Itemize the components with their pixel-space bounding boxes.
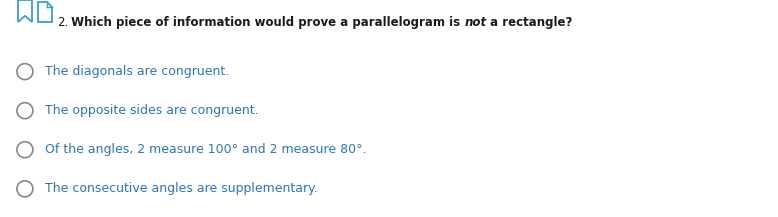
Text: not: not <box>464 16 486 29</box>
Text: The diagonals are congruent.: The diagonals are congruent. <box>45 65 230 78</box>
Text: a rectangle?: a rectangle? <box>486 16 573 29</box>
Text: 2.: 2. <box>57 16 68 29</box>
Text: The consecutive angles are supplementary.: The consecutive angles are supplementary… <box>45 182 318 195</box>
Text: Which piece of information would prove a parallelogram is: Which piece of information would prove a… <box>67 16 464 29</box>
Text: Of the angles, 2 measure 100° and 2 measure 80°.: Of the angles, 2 measure 100° and 2 meas… <box>45 143 366 156</box>
Text: The opposite sides are congruent.: The opposite sides are congruent. <box>45 104 259 117</box>
